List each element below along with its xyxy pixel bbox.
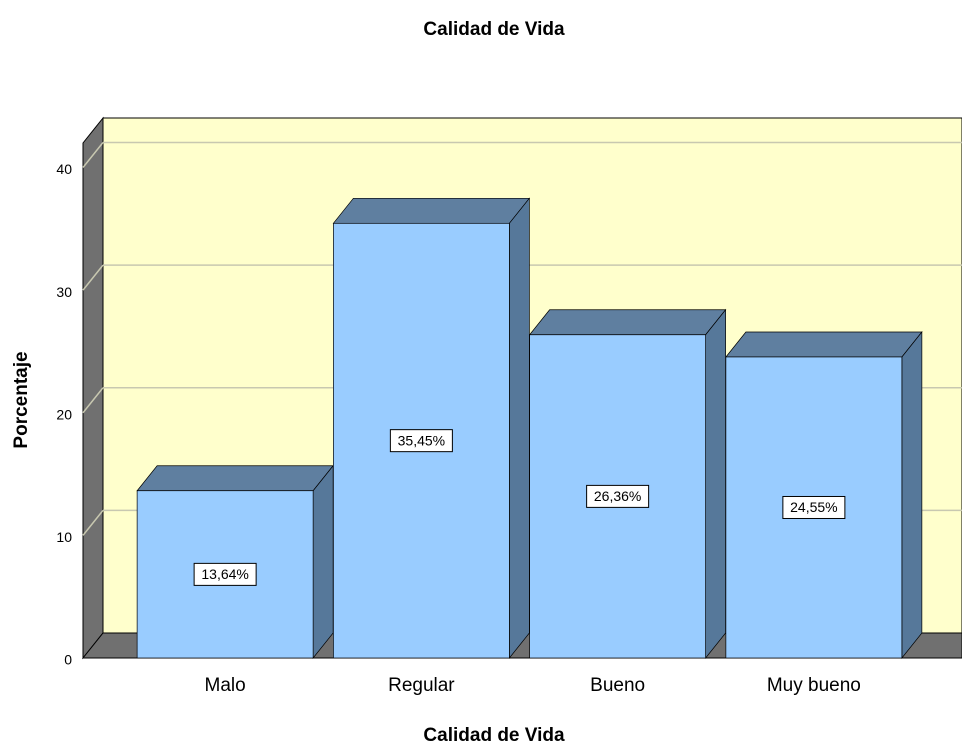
value-label-box xyxy=(586,484,650,508)
grid-line xyxy=(82,509,104,536)
bar-top xyxy=(332,197,531,224)
bar-side xyxy=(312,464,334,659)
y-tick-label: 10 xyxy=(56,529,72,545)
y-tick-label: 20 xyxy=(56,406,72,422)
y-tick-label: 0 xyxy=(64,652,72,668)
chart-title: Calidad de Vida xyxy=(423,19,565,40)
x-tick-label: Malo xyxy=(205,675,246,696)
value-label: 24,55% xyxy=(790,499,837,515)
side-wall xyxy=(82,116,104,660)
x-tick-label: Regular xyxy=(388,675,455,696)
bar-side xyxy=(509,197,530,659)
value-label-box xyxy=(193,562,257,586)
value-label-box xyxy=(782,495,846,519)
value-label-box xyxy=(389,429,453,453)
grid-line xyxy=(82,142,104,168)
y-axis-label: Porcentaje xyxy=(11,351,32,448)
bar-top xyxy=(528,309,727,336)
value-label: 26,36% xyxy=(594,488,641,504)
x-tick-label: Muy bueno xyxy=(767,675,861,696)
bar-side xyxy=(705,308,726,659)
value-label: 35,45% xyxy=(398,432,445,448)
x-axis-label: Calidad de Vida xyxy=(423,725,565,746)
bar-top xyxy=(136,465,334,492)
bar-top xyxy=(725,331,923,358)
y-tick-label: 30 xyxy=(56,284,72,300)
grid-line xyxy=(82,387,104,414)
bar-side xyxy=(901,330,923,659)
y-tick-label: 40 xyxy=(56,161,72,177)
grid-line xyxy=(82,264,104,291)
value-label: 13,64% xyxy=(201,566,248,582)
x-tick-label: Bueno xyxy=(590,675,645,696)
